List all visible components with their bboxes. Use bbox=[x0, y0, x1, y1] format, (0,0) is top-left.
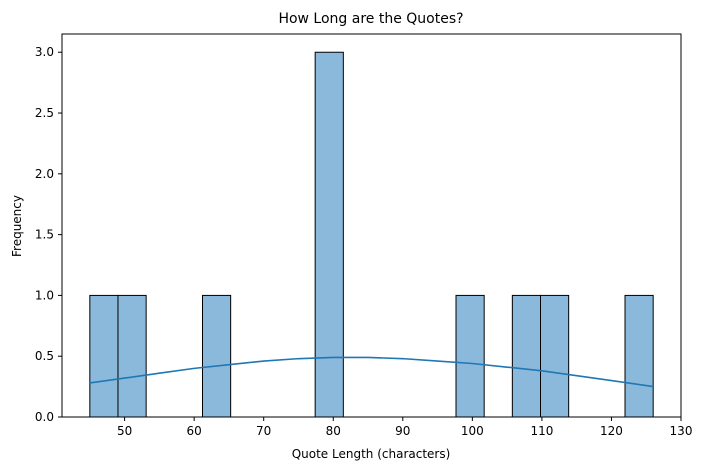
histogram-bar bbox=[314, 51, 344, 418]
chart-title: How Long are the Quotes? bbox=[278, 11, 463, 27]
x-tick-label: 80 bbox=[326, 424, 341, 438]
y-axis-title: Frequency bbox=[10, 195, 24, 257]
y-tick-label: 0.0 bbox=[35, 410, 54, 424]
plot-area-frame bbox=[61, 33, 682, 418]
x-axis-ticks: 50 60 70 80 90 100 110 120 130 bbox=[117, 417, 692, 438]
histogram-bar bbox=[117, 294, 147, 418]
histogram-bar bbox=[540, 294, 570, 418]
histogram-bar bbox=[511, 294, 542, 418]
y-tick-label: 3.0 bbox=[35, 45, 54, 59]
y-tick-label: 1.5 bbox=[35, 228, 54, 242]
y-tick-label: 2.0 bbox=[35, 167, 54, 181]
y-tick-label: 2.5 bbox=[35, 106, 54, 120]
y-tick-label: 1.0 bbox=[35, 288, 54, 302]
y-axis-ticks: 0.0 0.5 1.0 1.5 2.0 2.5 3.0 bbox=[35, 45, 62, 424]
x-tick-label: 90 bbox=[395, 424, 410, 438]
histogram-bar bbox=[89, 294, 119, 418]
x-axis-title: Quote Length (characters) bbox=[292, 447, 451, 461]
kde-curve bbox=[89, 356, 654, 388]
histogram-bar bbox=[455, 294, 485, 418]
x-tick-label: 70 bbox=[256, 424, 271, 438]
y-tick-label: 0.5 bbox=[35, 349, 54, 363]
x-tick-label: 120 bbox=[600, 424, 623, 438]
x-tick-label: 100 bbox=[461, 424, 484, 438]
x-tick-label: 60 bbox=[187, 424, 202, 438]
histogram-bar bbox=[624, 294, 654, 418]
x-tick-label: 130 bbox=[670, 424, 693, 438]
x-tick-label: 110 bbox=[530, 424, 553, 438]
histogram-bars bbox=[89, 51, 654, 418]
x-tick-label: 50 bbox=[117, 424, 132, 438]
histogram-bar bbox=[201, 294, 232, 418]
